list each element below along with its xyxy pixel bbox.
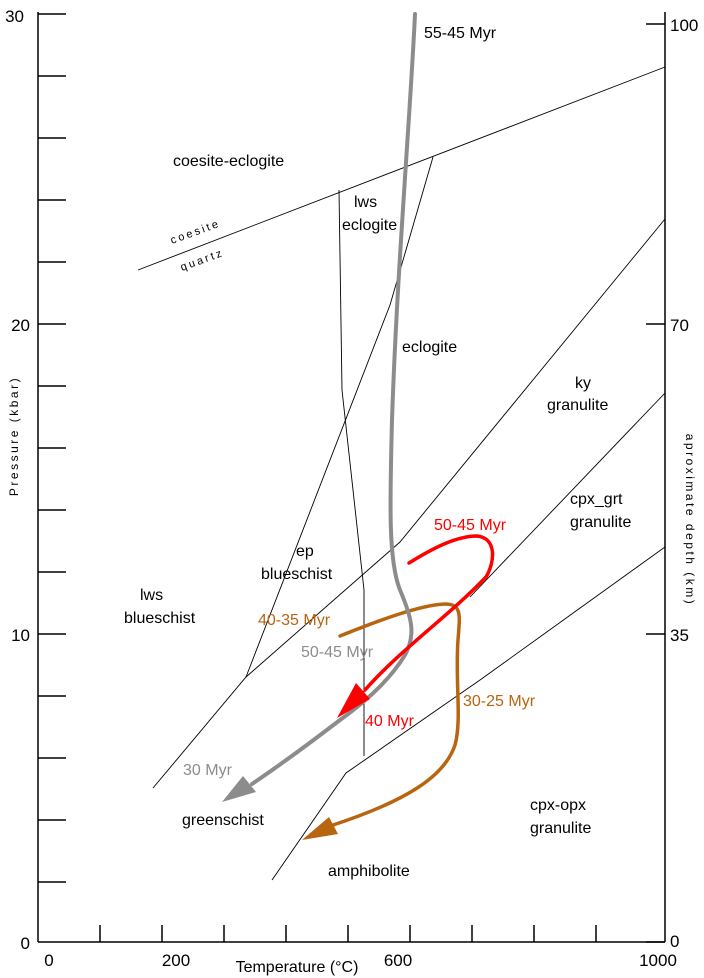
gray-pt-path [250, 12, 417, 786]
blueschist-eclogite-boundary-lower [152, 218, 666, 789]
label-gray-mid: 50-45 Myr [301, 644, 374, 661]
x-tick-0: 0 [44, 951, 53, 970]
label-gray-top: 55-45 Myr [424, 25, 497, 42]
x-tick-1000: 1000 [639, 951, 677, 970]
label-greenschist: greenschist [182, 812, 264, 829]
eclogite-blueschist-boundary [245, 156, 434, 678]
label-orange-end: 30-25 Myr [463, 693, 536, 710]
label-lws-eclogite-1: lws [354, 194, 377, 211]
red-pt-arrowhead [337, 683, 370, 718]
label-orange-start: 40-35 Myr [258, 612, 331, 629]
label-cpx-opx: cpx-opx [530, 797, 586, 814]
label-coesite: coesite [169, 218, 222, 247]
label-ky: ky [575, 375, 591, 392]
label-eclogite: eclogite [402, 339, 457, 356]
y-right-tick-35: 35 [670, 626, 689, 645]
y-right-tick-70: 70 [670, 316, 689, 335]
label-lws-blueschist-2: blueschist [124, 610, 196, 627]
granulite-boundary-upper [469, 392, 666, 598]
left-axis-ticks [38, 13, 66, 883]
amphibolite-granulite-boundary [271, 546, 666, 881]
red-pt-path [363, 534, 495, 692]
label-lws-blueschist-1: lws [140, 587, 163, 604]
facies-boundaries [137, 66, 666, 881]
y-left-tick-0: 0 [21, 934, 30, 953]
right-axis-ticks [646, 23, 665, 943]
label-cpx-opx-granulite: granulite [530, 820, 591, 837]
x-tick-200: 200 [162, 951, 190, 970]
label-red-end: 40 Myr [365, 713, 415, 730]
x-axis-title: Temperature (°C) [236, 959, 359, 976]
y-right-tick-100: 100 [670, 16, 698, 35]
label-cpx-grt: cpx_grt [570, 491, 623, 508]
label-coesite-eclogite: coesite-eclogite [173, 153, 284, 170]
y-left-tick-30: 30 [5, 7, 24, 26]
bottom-axis-ticks [99, 925, 597, 942]
y-left-tick-10: 10 [11, 626, 30, 645]
label-cpx-grt-granulite: granulite [570, 514, 631, 531]
y-left-axis-title: Pressure (kbar) [7, 376, 21, 496]
label-amphibolite: amphibolite [328, 863, 410, 880]
label-ky-granulite: granulite [547, 397, 608, 414]
label-gray-end: 30 Myr [183, 762, 233, 779]
orange-pt-arrowhead [302, 817, 338, 840]
label-ep-blueschist: blueschist [261, 566, 333, 583]
label-red-start: 50-45 Myr [434, 517, 507, 534]
y-left-tick-20: 20 [11, 316, 30, 335]
label-quartz: quartz [179, 247, 226, 274]
label-ep: ep [296, 543, 314, 560]
gray-pt-arrowhead [222, 776, 256, 802]
lws-ep-boundary [338, 189, 365, 756]
label-lws-eclogite-2: eclogite [342, 217, 397, 234]
orange-pt-path [328, 602, 461, 828]
y-right-axis-title: aproximate depth (km) [683, 434, 697, 607]
x-tick-600: 600 [384, 951, 412, 970]
y-right-tick-0: 0 [670, 932, 679, 951]
coesite-quartz-boundary [137, 66, 666, 271]
